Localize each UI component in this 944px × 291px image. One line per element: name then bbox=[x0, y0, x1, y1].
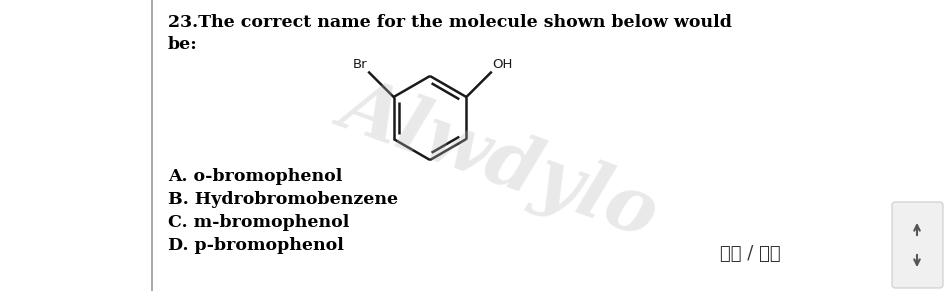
Text: Alwdylo: Alwdylo bbox=[331, 68, 668, 252]
Text: C. m-bromophenol: C. m-bromophenol bbox=[168, 214, 349, 231]
Text: 23.The correct name for the molecule shown below would: 23.The correct name for the molecule sho… bbox=[168, 14, 731, 31]
Text: OH: OH bbox=[492, 58, 512, 72]
FancyBboxPatch shape bbox=[891, 202, 942, 288]
Text: A. o-bromophenol: A. o-bromophenol bbox=[168, 168, 342, 185]
Text: be:: be: bbox=[168, 36, 197, 53]
Text: D. p-bromophenol: D. p-bromophenol bbox=[168, 237, 344, 254]
Text: ١٠ / ١٥: ١٠ / ١٥ bbox=[719, 245, 780, 263]
Text: Br: Br bbox=[352, 58, 366, 72]
Text: B. Hydrobromobenzene: B. Hydrobromobenzene bbox=[168, 191, 397, 208]
